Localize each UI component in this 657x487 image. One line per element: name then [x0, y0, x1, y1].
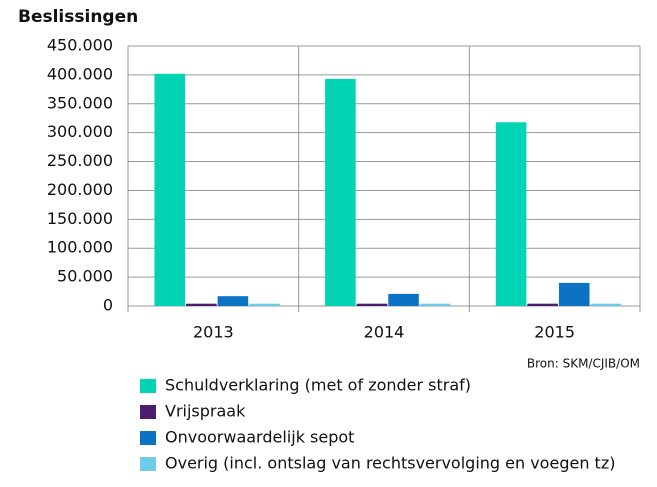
bar: [590, 303, 622, 306]
y-tick-label: 400.000: [47, 64, 113, 83]
bar: [186, 303, 217, 306]
chart-title: Beslissingen: [18, 7, 138, 27]
bar: [527, 303, 558, 306]
x-tick-label: 2013: [193, 323, 234, 342]
bar: [356, 303, 388, 306]
y-tick-label: 300.000: [47, 122, 113, 141]
y-tick-label: 150.000: [47, 209, 113, 228]
x-tick-label: 2015: [534, 323, 575, 342]
bar: [217, 296, 249, 306]
y-tick-label: 50.000: [57, 267, 113, 286]
legend-label: Schuldverklaring (met of zonder straf): [165, 376, 471, 395]
legend-swatch: [140, 405, 156, 419]
y-tick-label: 250.000: [47, 151, 113, 170]
legend-swatch: [140, 379, 156, 393]
legend-label: Onvoorwaardelijk sepot: [165, 428, 354, 447]
bar: [154, 73, 186, 306]
bar: [249, 303, 280, 306]
bar: [419, 303, 451, 306]
bar: [325, 78, 356, 306]
x-tick-label: 2014: [364, 323, 405, 342]
y-tick-label: 0: [103, 296, 113, 315]
y-tick-label: 450.000: [47, 36, 113, 55]
y-tick-label: 200.000: [47, 180, 113, 199]
legend-swatch: [140, 457, 156, 471]
legend-label: Overig (incl. ontslag van rechtsvervolgi…: [165, 454, 615, 473]
source: Bron: SKM/CJIB/OM: [527, 357, 640, 371]
y-tick-label: 100.000: [47, 238, 113, 257]
legend-label: Vrijspraak: [165, 402, 246, 421]
y-tick-label: 350.000: [47, 93, 113, 112]
bar: [495, 122, 527, 307]
bar: [388, 293, 419, 306]
bar: [558, 282, 590, 306]
legend-swatch: [140, 431, 156, 445]
